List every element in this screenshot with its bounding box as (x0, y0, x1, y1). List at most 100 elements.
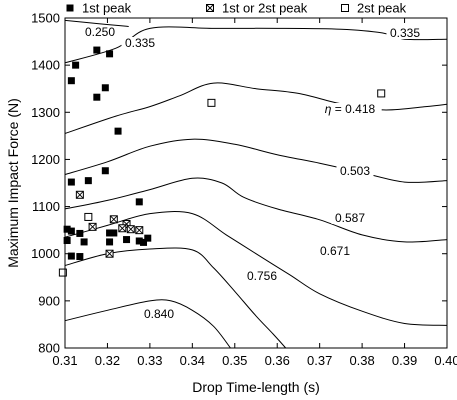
data-point (109, 215, 118, 224)
data-point (101, 84, 109, 92)
y-tick-label: 1500 (31, 11, 60, 26)
y-tick-label: 900 (38, 293, 60, 308)
contour-line (64, 177, 448, 243)
legend-marker (66, 4, 74, 12)
data-point (84, 177, 92, 185)
marker-cross (126, 225, 135, 234)
contour-label: η = 0.418 (325, 102, 376, 116)
x-axis: 0.31 0.32 0.33 0.34 0.35 0.36 0.37 0.38 0.39 0.40 (52, 18, 457, 368)
data-point (63, 237, 71, 245)
contour-line (64, 82, 448, 134)
data-point (67, 252, 75, 260)
x-tick-label: 0.37 (307, 353, 332, 368)
contour-label-bg (140, 308, 178, 320)
data-point (76, 253, 84, 261)
contour-label: 0.587 (335, 211, 365, 225)
contour-label-bg (318, 103, 382, 115)
contour-labels: 0.250 0.335 0.335 η = 0.418 0.503 0.587 0.671 0… (81, 25, 424, 321)
data-point (80, 238, 88, 246)
contour-line (64, 299, 231, 349)
data-point (114, 127, 122, 135)
data-point (84, 212, 93, 221)
contour-line (64, 138, 448, 183)
y-tick-label: 1100 (32, 199, 60, 214)
data-point (105, 249, 114, 258)
data-points (58, 46, 386, 277)
data-point (106, 229, 114, 237)
marker-cross (76, 190, 84, 199)
x-tick-label: 0.33 (137, 353, 162, 368)
contour-line (64, 211, 448, 326)
data-point (72, 61, 80, 69)
marker-cross (105, 249, 114, 258)
marker-cross (109, 215, 118, 224)
contour-label: 0.250 (85, 25, 115, 39)
contour-label: 0.503 (340, 164, 370, 178)
data-point (377, 89, 386, 98)
data-point (126, 225, 135, 234)
data-point (88, 222, 97, 231)
data-point (93, 46, 101, 54)
contour-line (64, 19, 129, 27)
data-point (67, 77, 75, 85)
marker-cross (206, 4, 214, 12)
x-tick-label: 0.31 (52, 353, 77, 368)
data-point (207, 98, 216, 107)
legend-label: 2st peak (357, 1, 407, 16)
data-point (135, 198, 143, 206)
data-point (135, 226, 144, 235)
y-tick-label: 1000 (31, 246, 60, 261)
data-point (63, 225, 71, 233)
legend-label: 1st or 2st peak (222, 1, 308, 16)
data-point (67, 178, 75, 186)
contour-label-bg (386, 27, 424, 39)
data-point (123, 236, 131, 244)
x-tick-label: 0.36 (265, 353, 290, 368)
contour-label-bg (243, 270, 281, 282)
x-tick-label: 0.32 (95, 353, 120, 368)
x-tick-label: 0.39 (392, 353, 417, 368)
data-point (67, 227, 75, 235)
contour-lines (64, 19, 448, 349)
y-tick-label: 1300 (31, 105, 60, 120)
data-point (106, 238, 114, 246)
legend-marker (206, 4, 214, 12)
legend-label: 1st peak (82, 1, 132, 16)
contour-label: 0.840 (144, 307, 174, 321)
data-point (101, 167, 109, 175)
x-tick-label: 0.34 (180, 353, 205, 368)
x-tick-label: 0.35 (222, 353, 247, 368)
contour-label-bg (316, 245, 354, 257)
contour-label-bg (121, 37, 159, 49)
legend: 1st peak 1st or 2st peak 2st peak (66, 1, 407, 16)
marker-cross (88, 223, 97, 231)
marker-cross (118, 224, 127, 233)
data-point (140, 238, 148, 246)
contour-label: 0.671 (320, 244, 350, 258)
y-tick-label: 1200 (31, 152, 60, 167)
marker-cross (135, 226, 144, 234)
data-point (144, 234, 152, 242)
data-point (118, 224, 127, 233)
x-axis-label: Drop Time-length (s) (192, 379, 320, 395)
data-point (75, 190, 84, 199)
data-point (110, 229, 118, 237)
y-axis: 800 900 1000 1100 1200 1300 1400 1500 (31, 11, 447, 356)
contour-label: 0.335 (125, 36, 155, 50)
data-point (76, 229, 84, 237)
contour-label-bg (81, 26, 119, 38)
legend-marker (341, 4, 349, 12)
x-tick-label: 0.40 (434, 353, 457, 368)
data-point (135, 237, 143, 245)
contour-line (64, 247, 287, 349)
plot-frame (64, 17, 448, 349)
contour-label: 0.335 (390, 26, 420, 40)
y-tick-label: 1400 (31, 58, 60, 73)
data-point (93, 93, 101, 101)
data-point (106, 50, 114, 58)
y-tick-label: 800 (38, 341, 60, 356)
contour-label-bg (336, 165, 374, 177)
y-axis-label: Maximum Impact Force (N) (5, 98, 21, 268)
contour-label: 0.756 (247, 269, 277, 283)
